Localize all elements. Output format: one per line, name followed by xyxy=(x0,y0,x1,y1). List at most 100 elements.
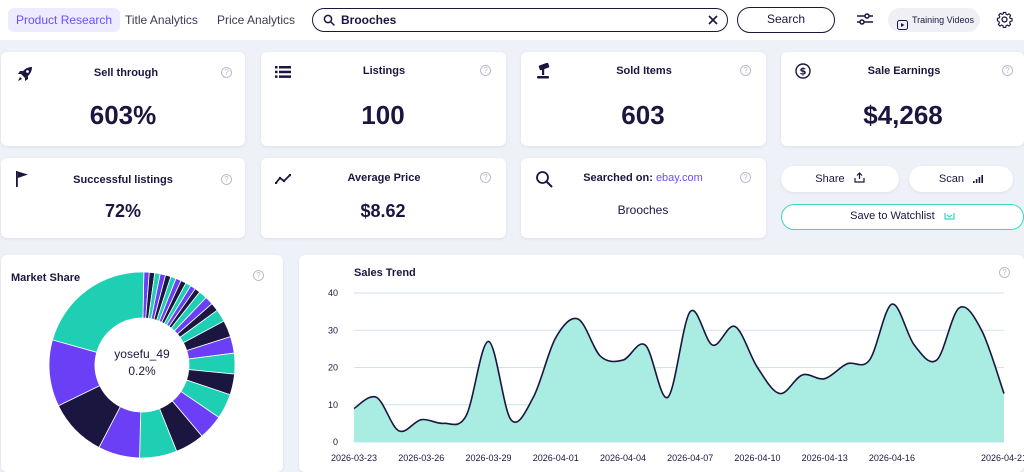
sales-trend-point[interactable] xyxy=(620,358,625,363)
help-icon[interactable]: ? xyxy=(740,172,751,183)
x-tick-label: 2026-04-16 xyxy=(869,453,915,463)
x-tick-label: 2026-03-26 xyxy=(398,453,444,463)
sales-trend-point[interactable] xyxy=(800,372,805,377)
help-icon[interactable]: ? xyxy=(740,65,751,76)
search-bar xyxy=(312,8,728,32)
average-price-title: Average Price xyxy=(347,172,421,184)
tab-product-research[interactable]: Product Research xyxy=(8,8,121,32)
sales-trend-point[interactable] xyxy=(598,354,603,359)
donut-center-value: 0.2% xyxy=(128,364,156,378)
sales-trend-point[interactable] xyxy=(352,406,357,411)
x-tick-label: 2026-04-01 xyxy=(533,453,579,463)
sales-trend-point[interactable] xyxy=(643,343,648,348)
sale-earnings-title: Sale Earnings xyxy=(867,65,941,77)
sales-trend-point[interactable] xyxy=(531,395,536,400)
sales-trend-point[interactable] xyxy=(979,328,984,333)
help-icon[interactable]: ? xyxy=(221,174,232,185)
share-icon xyxy=(854,172,865,183)
help-icon[interactable]: ? xyxy=(480,172,491,183)
average-price-value: $8.62 xyxy=(360,201,406,221)
help-icon[interactable]: ? xyxy=(221,67,232,78)
sales-trend-point[interactable] xyxy=(486,339,491,344)
trend-icon xyxy=(274,171,292,189)
save-to-watchlist-label: Save to Watchlist xyxy=(850,210,935,222)
sales-trend-point[interactable] xyxy=(867,358,872,363)
x-tick-label: 2026-04-13 xyxy=(802,453,848,463)
sales-trend-point[interactable] xyxy=(822,376,827,381)
play-icon xyxy=(897,15,908,39)
listings-title: Listings xyxy=(362,65,406,77)
training-videos-button[interactable]: Training Videos xyxy=(888,8,980,32)
successful-listings-title: Successful listings xyxy=(73,174,173,186)
clear-icon[interactable] xyxy=(707,13,719,31)
sales-trend-card: Sales Trend ? 0 10 20 30 40 2026-03-23 2026-03… xyxy=(299,255,1024,472)
market-share-title: Market Share xyxy=(11,272,81,284)
y-tick-label: 30 xyxy=(328,325,338,335)
x-tick-label: 2026-03-23 xyxy=(331,453,377,463)
gear-icon[interactable] xyxy=(996,11,1013,33)
searched-on-value: Brooches xyxy=(617,203,669,217)
search-icon xyxy=(535,170,553,193)
sales-trend-point[interactable] xyxy=(508,417,513,422)
share-label: Share xyxy=(815,173,845,185)
scan-button[interactable]: Scan xyxy=(909,166,1013,192)
filter-sliders-icon[interactable] xyxy=(856,12,874,31)
x-tick-label: 2026-04-04 xyxy=(600,453,646,463)
inbox-icon xyxy=(944,213,955,220)
share-button[interactable]: Share xyxy=(781,166,899,192)
sales-trend-area-chart: 0 10 20 30 40 2026-03-23 2026-03-26 2026-03-29 2… xyxy=(328,288,1024,463)
sales-trend-point[interactable] xyxy=(889,302,894,307)
dollar-icon: $ xyxy=(795,63,811,84)
save-to-watchlist-button[interactable]: Save to Watchlist xyxy=(781,204,1024,230)
market-share-card: Market Share ? yosefu_49 0.2% xyxy=(1,255,283,472)
y-tick-label: 10 xyxy=(328,400,338,410)
sell-through-title: Sell through xyxy=(93,67,159,79)
search-input[interactable] xyxy=(341,12,701,28)
search-icon xyxy=(323,13,335,31)
sales-trend-point[interactable] xyxy=(1002,391,1007,396)
sales-trend-point[interactable] xyxy=(374,395,379,400)
searched-on-title: Searched on: ebay.com xyxy=(561,172,725,184)
sale-earnings-card: $ Sale Earnings ? $4,268 xyxy=(781,52,1024,146)
tab-price-analytics[interactable]: Price Analytics xyxy=(217,13,296,27)
sales-trend-point[interactable] xyxy=(419,417,424,422)
sales-trend-point[interactable] xyxy=(777,391,782,396)
y-tick-label: 20 xyxy=(328,363,338,373)
scan-label: Scan xyxy=(938,173,964,185)
flag-icon xyxy=(15,170,29,193)
sell-through-card: Sell through ? 603% xyxy=(1,52,245,146)
gavel-icon xyxy=(535,62,553,84)
sales-trend-point[interactable] xyxy=(845,361,850,366)
list-icon xyxy=(275,65,291,83)
listings-card: Listings ? 100 xyxy=(261,52,506,146)
sales-trend-point[interactable] xyxy=(553,335,558,340)
sales-trend-point[interactable] xyxy=(934,358,939,363)
y-tick-label: 40 xyxy=(328,288,338,298)
sales-trend-point[interactable] xyxy=(688,309,693,314)
help-icon[interactable]: ? xyxy=(480,65,491,76)
help-icon[interactable]: ? xyxy=(253,270,264,281)
searched-on-site-link[interactable]: ebay.com xyxy=(655,172,703,184)
sales-trend-point[interactable] xyxy=(665,395,670,400)
tab-title-analytics[interactable]: Title Analytics xyxy=(125,13,198,27)
x-tick-label: 2026-03-29 xyxy=(465,453,511,463)
sales-trend-point[interactable] xyxy=(464,413,469,418)
sales-trend-point[interactable] xyxy=(957,305,962,310)
sales-trend-point[interactable] xyxy=(733,324,738,329)
donut-slice[interactable] xyxy=(51,271,145,353)
sales-trend-point[interactable] xyxy=(755,365,760,370)
sales-trend-point[interactable] xyxy=(441,421,446,426)
sales-trend-point[interactable] xyxy=(396,428,401,433)
sold-items-title: Sold Items xyxy=(616,65,672,77)
sales-trend-point[interactable] xyxy=(710,343,715,348)
svg-text:$: $ xyxy=(800,67,807,78)
search-button[interactable]: Search xyxy=(737,7,835,33)
sales-trend-line xyxy=(353,303,1005,433)
sales-trend-point[interactable] xyxy=(912,343,917,348)
x-tick-label: 2026-04-21 xyxy=(981,453,1024,463)
sales-trend-point[interactable] xyxy=(576,317,581,322)
help-icon[interactable]: ? xyxy=(999,267,1010,278)
sales-trend-title: Sales Trend xyxy=(354,267,416,279)
help-icon[interactable]: ? xyxy=(1002,65,1013,76)
top-navigation-bar: Product Research Title Analytics Price A… xyxy=(0,0,1024,40)
